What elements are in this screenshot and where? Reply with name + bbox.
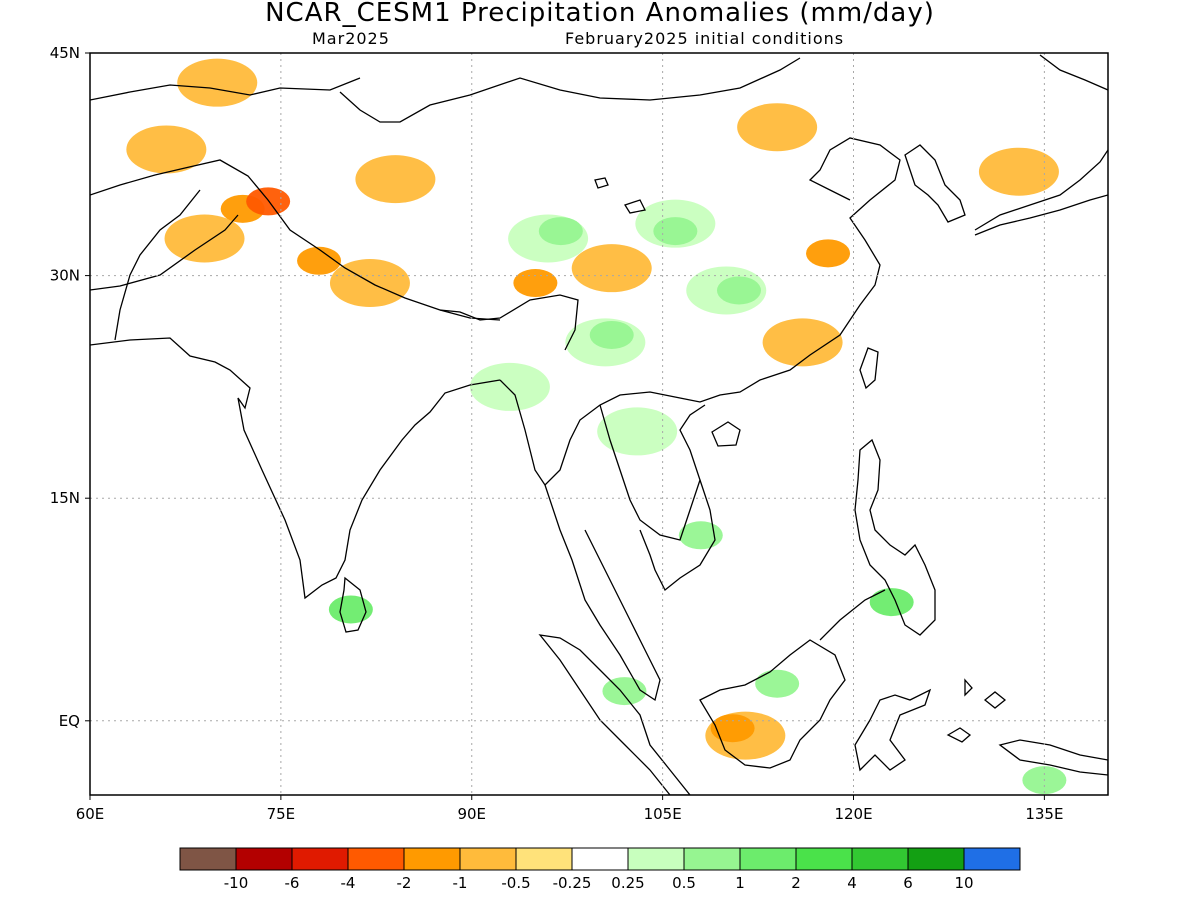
colorbar-swatch bbox=[627, 847, 685, 871]
colorbar-label: 0.25 bbox=[611, 874, 644, 892]
colorbar-swatch bbox=[963, 847, 1021, 871]
anomaly-patch bbox=[653, 217, 698, 246]
initial-conditions-label: February2025 initial conditions bbox=[565, 29, 845, 48]
map-frame bbox=[89, 52, 1109, 796]
anomaly-patch bbox=[538, 217, 583, 246]
map-axes: 60E 75E 90E 105E 120E 135E 45N 30N 15N EQ bbox=[50, 44, 1064, 823]
anomaly-patch bbox=[737, 103, 818, 152]
lon-tick-label: 75E bbox=[267, 805, 296, 823]
colorbar-label: 1 bbox=[735, 874, 745, 892]
lon-tick-label: 135E bbox=[1025, 805, 1063, 823]
anomaly-patch bbox=[597, 407, 678, 456]
anomaly-patch bbox=[589, 320, 634, 349]
colorbar-label: 2 bbox=[791, 874, 801, 892]
colorbar-swatch bbox=[851, 847, 909, 871]
anomaly-patch bbox=[328, 595, 373, 624]
colorbar-swatch bbox=[291, 847, 349, 871]
colorbar-label: -10 bbox=[224, 874, 249, 892]
colorbar-swatch bbox=[795, 847, 853, 871]
anomaly-patch bbox=[869, 588, 914, 617]
anomaly-patch bbox=[513, 269, 558, 298]
colorbar-label: 0.5 bbox=[672, 874, 696, 892]
anomaly-patch bbox=[602, 677, 647, 706]
lon-tick-label: 120E bbox=[834, 805, 872, 823]
colorbar-label: -4 bbox=[341, 874, 356, 892]
lon-tick-label: 60E bbox=[76, 805, 105, 823]
colorbar-label: 4 bbox=[847, 874, 857, 892]
anomaly-patch bbox=[806, 239, 851, 268]
colorbar-swatch bbox=[403, 847, 461, 871]
anomaly-patch bbox=[710, 714, 755, 743]
anomaly-patch bbox=[678, 521, 723, 550]
colorbar-label: 10 bbox=[954, 874, 973, 892]
colorbar-label: -0.25 bbox=[553, 874, 592, 892]
anomaly-patch bbox=[355, 155, 436, 204]
anomaly-patch bbox=[126, 125, 207, 174]
colorbar-swatch bbox=[515, 847, 573, 871]
colorbar-swatch bbox=[907, 847, 965, 871]
colorbar-swatch bbox=[571, 847, 629, 871]
lat-tick-label: 15N bbox=[50, 489, 80, 507]
colorbar-label: 6 bbox=[903, 874, 913, 892]
colorbar-label: -2 bbox=[397, 874, 412, 892]
colorbar-swatch bbox=[179, 847, 237, 871]
anomaly-patch bbox=[762, 318, 843, 367]
anomaly-patch bbox=[297, 246, 342, 275]
anomaly-patch bbox=[755, 669, 800, 698]
anomaly-patch bbox=[978, 147, 1059, 196]
anomaly-shading bbox=[126, 58, 1067, 795]
colorbar-swatch bbox=[683, 847, 741, 871]
anomaly-patch bbox=[177, 58, 258, 107]
anomaly-patch bbox=[571, 244, 652, 293]
forecast-month: Mar2025 bbox=[312, 29, 390, 48]
colorbar-swatch bbox=[235, 847, 293, 871]
graticule bbox=[90, 53, 1108, 795]
anomaly-patch bbox=[469, 362, 550, 411]
anomaly-patch bbox=[246, 187, 291, 216]
colorbar-label: -0.5 bbox=[501, 874, 530, 892]
lon-tick-label: 105E bbox=[644, 805, 682, 823]
coastlines-and-borders bbox=[90, 54, 1108, 795]
colorbar-swatch bbox=[739, 847, 797, 871]
colorbar-label: -1 bbox=[453, 874, 468, 892]
lat-tick-label: EQ bbox=[59, 712, 80, 730]
colorbar: -10 -6 -4 -2 -1 -0.5 -0.25 0.25 0.5 1 2 4 6 10 bbox=[179, 847, 1021, 892]
colorbar-label: -6 bbox=[285, 874, 300, 892]
anomaly-patch bbox=[716, 276, 761, 305]
lon-tick-label: 90E bbox=[457, 805, 486, 823]
map-title: NCAR_CESM1 Precipitation Anomalies (mm/d… bbox=[265, 0, 935, 28]
lat-tick-label: 45N bbox=[50, 44, 80, 62]
anomaly-patch bbox=[164, 214, 245, 263]
colorbar-swatch bbox=[347, 847, 405, 871]
colorbar-swatch bbox=[459, 847, 517, 871]
lat-tick-label: 30N bbox=[50, 267, 80, 285]
